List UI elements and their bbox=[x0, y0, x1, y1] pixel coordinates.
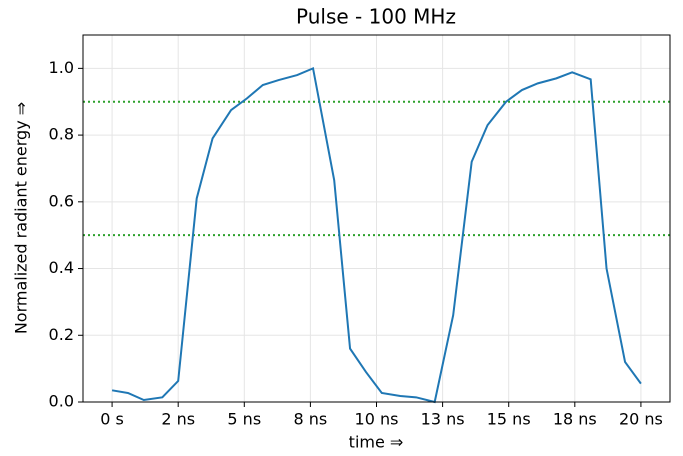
y-tick-label: 0.2 bbox=[49, 325, 74, 344]
x-tick-label: 18 ns bbox=[553, 410, 597, 429]
x-tick-label: 0 s bbox=[100, 410, 124, 429]
x-tick-label: 5 ns bbox=[227, 410, 261, 429]
x-tick-label: 15 ns bbox=[487, 410, 531, 429]
x-axis-label: time ⇒ bbox=[349, 433, 404, 452]
y-axis-label: Normalized radiant energy ⇒ bbox=[12, 102, 31, 334]
x-tick-label: 8 ns bbox=[294, 410, 328, 429]
y-tick-label: 0.0 bbox=[49, 392, 74, 411]
x-tick-label: 13 ns bbox=[421, 410, 465, 429]
plot-frame bbox=[82, 34, 671, 403]
data-line bbox=[111, 66, 642, 404]
x-tick-label: 2 ns bbox=[161, 410, 195, 429]
chart-title: Pulse - 100 MHz bbox=[296, 5, 456, 29]
y-tick-label: 0.4 bbox=[49, 258, 74, 277]
x-tick-label: 10 ns bbox=[355, 410, 399, 429]
y-tick-label: 0.6 bbox=[49, 191, 74, 210]
y-tick-label: 1.0 bbox=[49, 58, 74, 77]
x-tick-label: 20 ns bbox=[619, 410, 663, 429]
y-tick-label: 0.8 bbox=[49, 125, 74, 144]
